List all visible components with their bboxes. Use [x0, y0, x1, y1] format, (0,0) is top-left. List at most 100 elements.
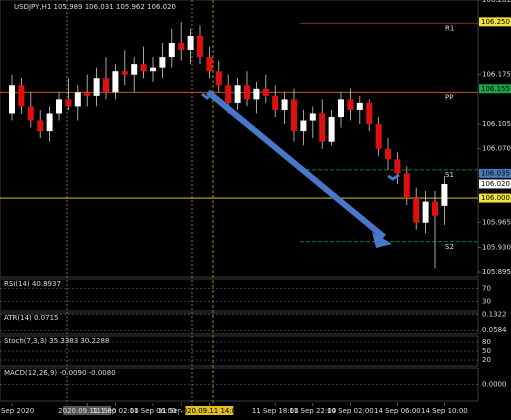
indicator-tick: 0.0584 [482, 326, 507, 334]
price-box-label: 106.035 [481, 169, 510, 177]
candle-body [37, 120, 44, 132]
main-panel [0, 0, 479, 278]
indicator-label: RSI(14) 40.8937 [4, 280, 61, 288]
indicator-tick: 0.1322 [482, 311, 507, 319]
candle-body [385, 148, 391, 160]
indicator-tick: 50 [482, 347, 491, 355]
time-label: 11 Sep 10:00 [158, 407, 205, 415]
time-label: 14 Sep 02:00 [327, 407, 374, 415]
candle-body [206, 57, 213, 72]
candle-body [422, 201, 429, 223]
candle-body [18, 85, 25, 107]
price-label: 106.175 [482, 71, 511, 79]
candle-body [9, 85, 15, 114]
price-box [479, 84, 511, 94]
arrow-mark [387, 173, 400, 181]
price-box-label: 106.000 [481, 194, 510, 202]
candle-body [300, 120, 307, 132]
indicator-tick: 80 [482, 338, 491, 346]
candle-body [272, 95, 279, 110]
candle-body [253, 88, 260, 100]
indicator-label: ATR(14) 0.0715 [4, 314, 58, 322]
indicator-label: MACD(12,26,9) -0.0090 -0.0080 [4, 369, 116, 377]
time-label: 14 Sep 06:00 [374, 407, 421, 415]
candle-body [103, 78, 109, 93]
candle-body [309, 113, 316, 121]
candle-body [225, 85, 232, 103]
candle-body [234, 85, 241, 103]
candle-body [93, 78, 100, 96]
candle-body [74, 92, 81, 107]
indicator-tick: 30 [482, 297, 491, 305]
candle-body [215, 71, 222, 86]
candle-body [291, 99, 297, 132]
pivot-label: S1 [445, 171, 454, 179]
candle-body [65, 99, 72, 107]
price-box-label: 106.250 [481, 18, 510, 26]
indicator-tick: 0.0000 [482, 381, 507, 389]
candle-body [140, 64, 147, 72]
indicator-panel [0, 278, 479, 312]
candle-body [84, 92, 91, 96]
time-highlight [63, 406, 112, 415]
price-box-label: 106.155 [481, 85, 510, 93]
indicator-tick: 70 [482, 285, 491, 293]
time-label: 11 Sep 02:00 [92, 407, 139, 415]
candle-body [187, 35, 194, 51]
candle-body [168, 42, 175, 58]
arrow-head [372, 232, 392, 248]
candle-body [262, 88, 269, 96]
indicator-label: Stoch(7,3,3) 35.3383 30.2288 [4, 337, 109, 345]
candle-body [150, 67, 156, 72]
candle-body [403, 173, 410, 199]
price-label: 106.105 [482, 120, 511, 128]
candle-body [319, 113, 326, 142]
candle-body [197, 35, 203, 58]
price-label: 105.930 [482, 243, 511, 251]
time-label: 14 Sep 10:00 [421, 407, 468, 415]
time-label: 11 Sep 22:00 [289, 407, 336, 415]
time-label: 2020.09.11 1:00 [58, 407, 116, 415]
candle-body [356, 102, 363, 110]
candle-body [432, 201, 438, 216]
pivot-label: PP [445, 93, 453, 101]
plot: R1 PP S1 S2 [0, 21, 478, 269]
price-box [479, 193, 511, 203]
price-box-label: 106.020 [481, 180, 510, 188]
candle-body [46, 113, 53, 132]
price-label: 106.281 [482, 0, 511, 4]
candle-body [27, 106, 34, 121]
price-label: 105.895 [482, 268, 511, 276]
candle-body [347, 99, 354, 110]
candle-body [112, 71, 119, 93]
candle-body [281, 99, 288, 110]
candle-body [328, 117, 335, 142]
indicator-tick: 20 [482, 356, 491, 364]
time-label: 11 Sep 18:00 [252, 407, 299, 415]
price-box [479, 17, 511, 27]
trend-arrow [206, 89, 386, 240]
candle-body [338, 99, 344, 118]
arrow-mark [201, 91, 214, 100]
chart-title: USDJPY,H1 105.989 106.031 105.962 106.02… [14, 3, 176, 11]
time-label: 10 Sep 2020 [0, 407, 34, 415]
price-box [479, 179, 511, 189]
candle-body [121, 71, 128, 75]
candle-body [413, 198, 420, 223]
time-label: 2020.09.11 14:00 [178, 407, 240, 415]
candle-body [244, 85, 250, 100]
candle-body [366, 102, 373, 125]
candle-body [56, 99, 62, 114]
price-label: 105.965 [482, 219, 511, 227]
pivot-label: R1 [445, 24, 454, 32]
candle-body [178, 42, 185, 51]
candle-body [375, 124, 382, 149]
candle-body [394, 159, 401, 174]
price-box [479, 168, 511, 178]
candle-body [131, 64, 138, 75]
candle-body [159, 57, 166, 68]
pivot-label: S2 [445, 243, 454, 251]
candle-body [441, 183, 448, 206]
indicator-panel [0, 312, 479, 335]
